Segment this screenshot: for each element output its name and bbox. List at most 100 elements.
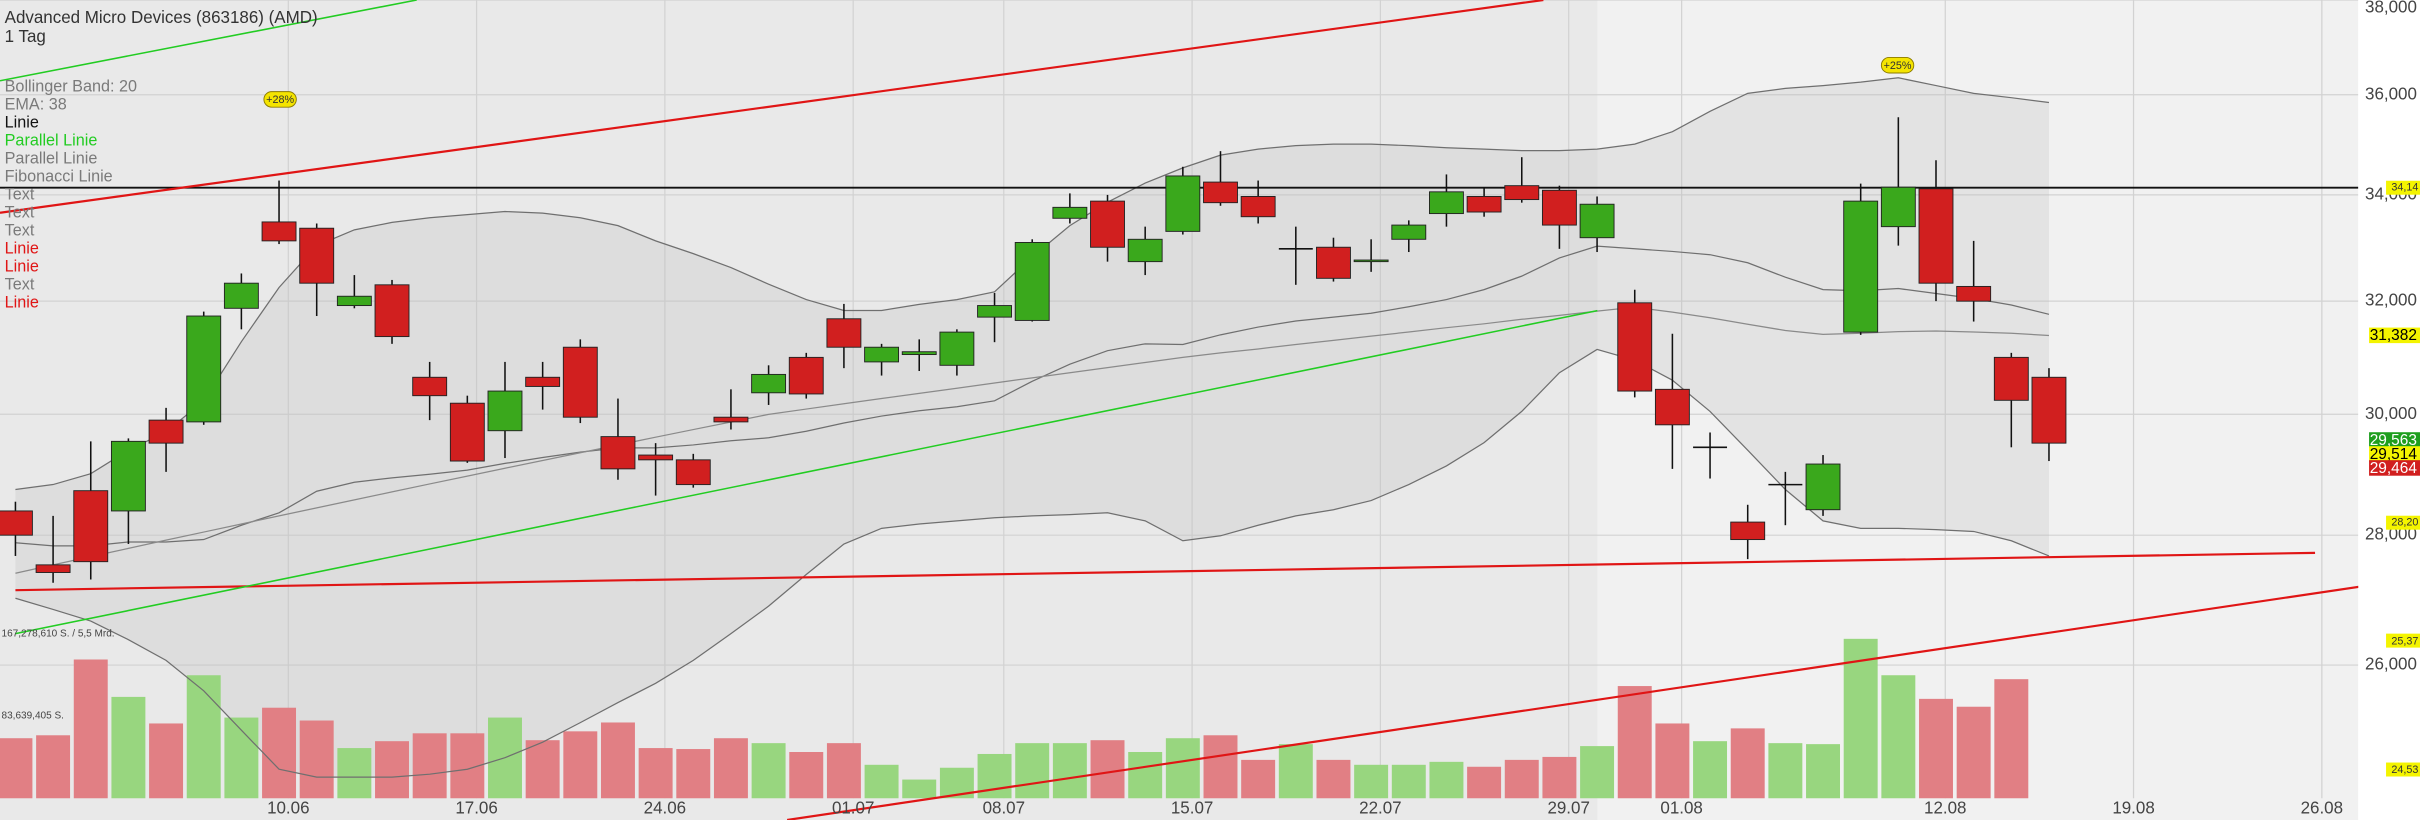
legend-entry: EMA: 38: [5, 95, 67, 113]
legend-entry: Linie: [5, 293, 39, 311]
trend-line: [0, 0, 1544, 214]
candle-body: [110, 440, 146, 512]
candle-body: [600, 436, 636, 470]
candle-body: [261, 221, 297, 242]
price-label: 29,464: [2370, 460, 2418, 477]
line-label-box: [2386, 515, 2420, 530]
volume-bar: [1052, 743, 1087, 799]
volume-bar: [1354, 764, 1389, 799]
bollinger-lower: [15, 348, 2050, 778]
volume-bar: [262, 707, 297, 799]
candle-body: [1843, 200, 1879, 333]
volume-bar: [1956, 706, 1991, 799]
volume-bar: [864, 764, 899, 799]
price-label-box: [2369, 327, 2420, 344]
candle-body: [1203, 181, 1238, 204]
trend-line: [786, 585, 2359, 820]
y-tick-label: 32,000: [2365, 291, 2417, 310]
candle-body: [562, 346, 598, 418]
volume-bar: [1881, 675, 1916, 799]
candle-body: [186, 315, 222, 423]
candle-body: [73, 490, 109, 563]
volume-bar: [1806, 744, 1841, 799]
trend-line: [15, 551, 2316, 592]
legend-entry: Text: [5, 221, 35, 239]
annotation-badge: [1880, 56, 1915, 74]
side-label-box: [2386, 633, 2420, 648]
y-tick-label: 30,000: [2365, 404, 2417, 423]
legend-entry: Text: [5, 203, 35, 221]
volume-bar: [1467, 766, 1502, 799]
volume-bar: [36, 735, 71, 799]
price-label-box: [2369, 446, 2420, 462]
x-tick-label: 15.07: [1171, 799, 1213, 818]
price-label: 31,382: [2370, 327, 2417, 344]
x-tick-label: 10.06: [267, 799, 309, 818]
legend-entry: Bollinger Band: 20: [5, 77, 137, 95]
overlay-layer: [0, 117, 2067, 583]
candle-body: [374, 284, 410, 338]
price-label: 29,563: [2370, 432, 2417, 449]
candle-body: [1429, 191, 1464, 215]
candle-body: [788, 356, 824, 395]
volume-bar: [525, 740, 560, 799]
volume-bar: [1391, 764, 1426, 799]
candle-body: [1805, 463, 1841, 511]
candle-body: [638, 454, 674, 461]
volume-bar: [638, 748, 673, 799]
volume-bar: [1617, 686, 1652, 799]
bollinger-middle: [15, 245, 2050, 547]
volume-bar: [713, 738, 748, 799]
volume-bar: [1128, 752, 1163, 799]
annotation: +25%: [1884, 60, 1912, 72]
legend-entry: Text: [5, 185, 35, 203]
x-tick-label: 22.07: [1359, 799, 1401, 818]
candle-body: [1127, 238, 1163, 263]
line-label-box: [2386, 180, 2420, 195]
volume-bar: [1015, 743, 1050, 799]
x-tick-label: 26.08: [2301, 799, 2343, 818]
volume-bar: [1994, 679, 2029, 799]
candle-body: [1880, 186, 1916, 228]
x-tick-label: 24.06: [644, 799, 686, 818]
candle-body: [1240, 196, 1276, 218]
x-tick-label: 08.07: [983, 799, 1025, 818]
volume-bar: [1843, 638, 1878, 799]
volume-bar: [0, 738, 33, 799]
axis-background: [2358, 0, 2420, 820]
side-label: 25,37: [2391, 635, 2418, 647]
legend-entry: Linie: [5, 239, 39, 257]
legend-entry: Parallel Linie: [5, 149, 98, 167]
volume-bar: [299, 720, 334, 799]
candle-body: [336, 295, 372, 307]
side-label-box: [2386, 762, 2420, 777]
candle-body: [1316, 246, 1351, 279]
price-label-box: [2369, 432, 2420, 448]
volume-bar: [1693, 741, 1728, 799]
annotation: +28%: [266, 94, 294, 106]
volume-bar: [1580, 746, 1615, 799]
plot-layer: [0, 0, 2359, 799]
volume-bar: [1429, 761, 1464, 799]
volume-bar: [1730, 728, 1765, 799]
line-label: 34,14: [2391, 182, 2418, 194]
side-label: 24,53: [2391, 764, 2418, 776]
volume-bar: [902, 779, 937, 799]
volume-bar: [1165, 738, 1200, 799]
candle-body: [2031, 376, 2067, 444]
candle-body: [1466, 196, 1502, 213]
y-tick-label: 38,000: [2365, 0, 2417, 16]
legend-entry: Fibonacci Linie: [5, 167, 113, 185]
candle-body: [35, 564, 71, 573]
parallel-line: [15, 309, 1598, 635]
candle-body: [487, 390, 523, 432]
volume-bar: [1278, 744, 1313, 799]
candle-body: [0, 510, 33, 536]
candle-body: [1730, 521, 1766, 541]
x-tick-label: 29.07: [1547, 799, 1589, 818]
volume-bar: [751, 743, 786, 799]
volume-bar: [563, 731, 598, 799]
chart-title: Advanced Micro Devices (863186) (AMD): [5, 8, 318, 27]
